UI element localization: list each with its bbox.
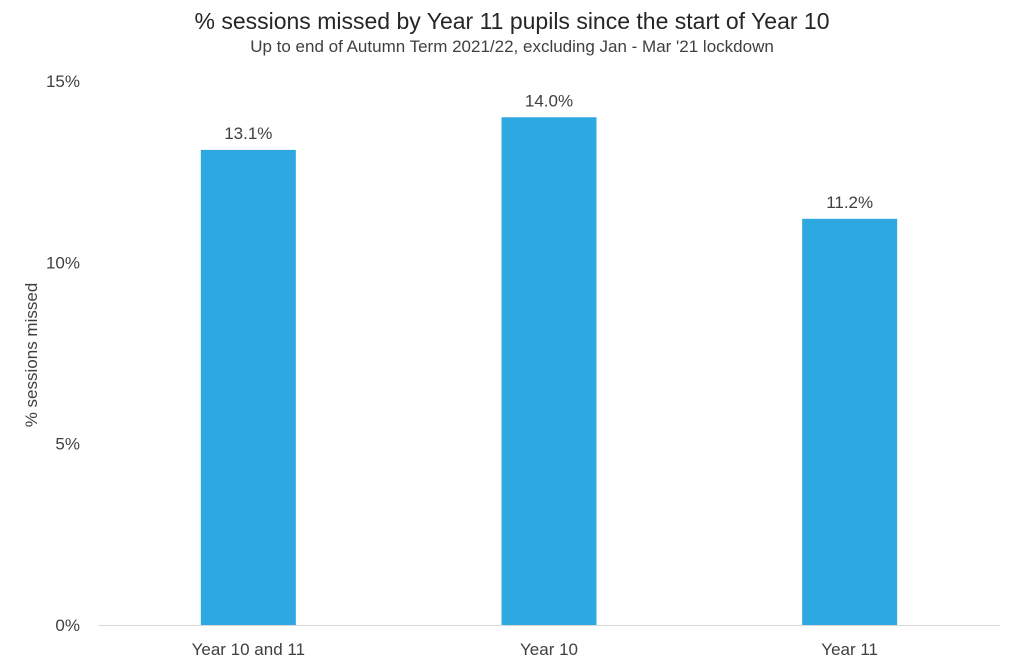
x-tick-label: Year 10 <box>520 640 578 659</box>
data-label: 11.2% <box>826 193 873 212</box>
chart-title: % sessions missed by Year 11 pupils sinc… <box>194 8 830 34</box>
chart-subtitle: Up to end of Autumn Term 2021/22, exclud… <box>250 37 774 56</box>
y-axis-label: % sessions missed <box>22 283 41 428</box>
bar <box>200 149 296 625</box>
bar <box>802 218 898 625</box>
y-tick-label: 10% <box>46 253 80 272</box>
y-tick-label: 5% <box>55 435 80 454</box>
y-tick-label: 15% <box>46 72 80 91</box>
x-tick-label: Year 11 <box>821 640 878 659</box>
data-label: 13.1% <box>224 124 272 143</box>
bar <box>501 117 597 626</box>
x-tick-label: Year 10 and 11 <box>192 640 305 659</box>
y-tick-label: 0% <box>55 616 80 635</box>
data-label: 14.0% <box>525 91 573 110</box>
